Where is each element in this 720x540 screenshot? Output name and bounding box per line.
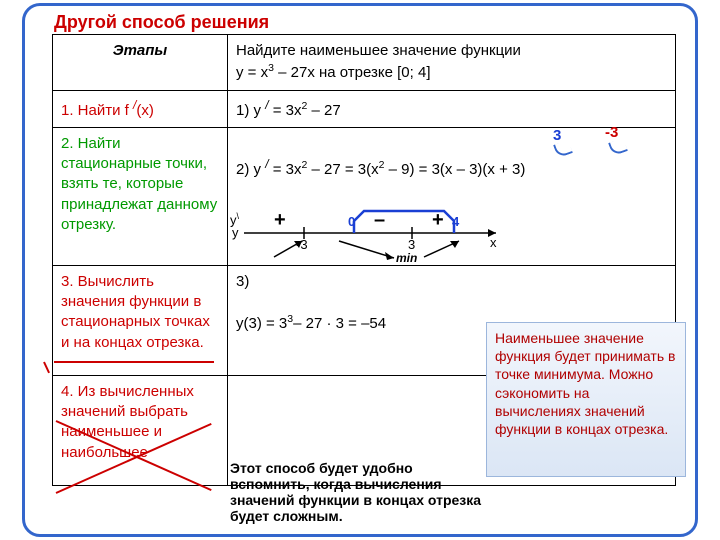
page-title: Другой способ решения [54,12,269,33]
number-line-diagram: y\ y x -3 3 0 4 + – + min [244,203,512,265]
step1-content: 1) y / = 3x2 – 27 [228,90,676,127]
hook-label-3: 3 [553,127,561,144]
step2-label: 2. Найти стационарные точки, взять те, к… [53,127,228,265]
note-box: Наименьшее значение функция будет приним… [486,322,686,477]
step1-label: 1. Найти f /(x) [53,90,228,127]
header-right: Найдите наименьшее значение функции y = … [228,35,676,91]
step3-label: 3. Вычислить значения функции в стациона… [53,265,228,375]
strike-icon [54,361,214,363]
bottom-note: Этот способ будет удобно вспомнить, когд… [230,460,486,524]
header-left: Этапы [53,35,228,91]
hook-label-neg3: -3 [605,124,618,141]
